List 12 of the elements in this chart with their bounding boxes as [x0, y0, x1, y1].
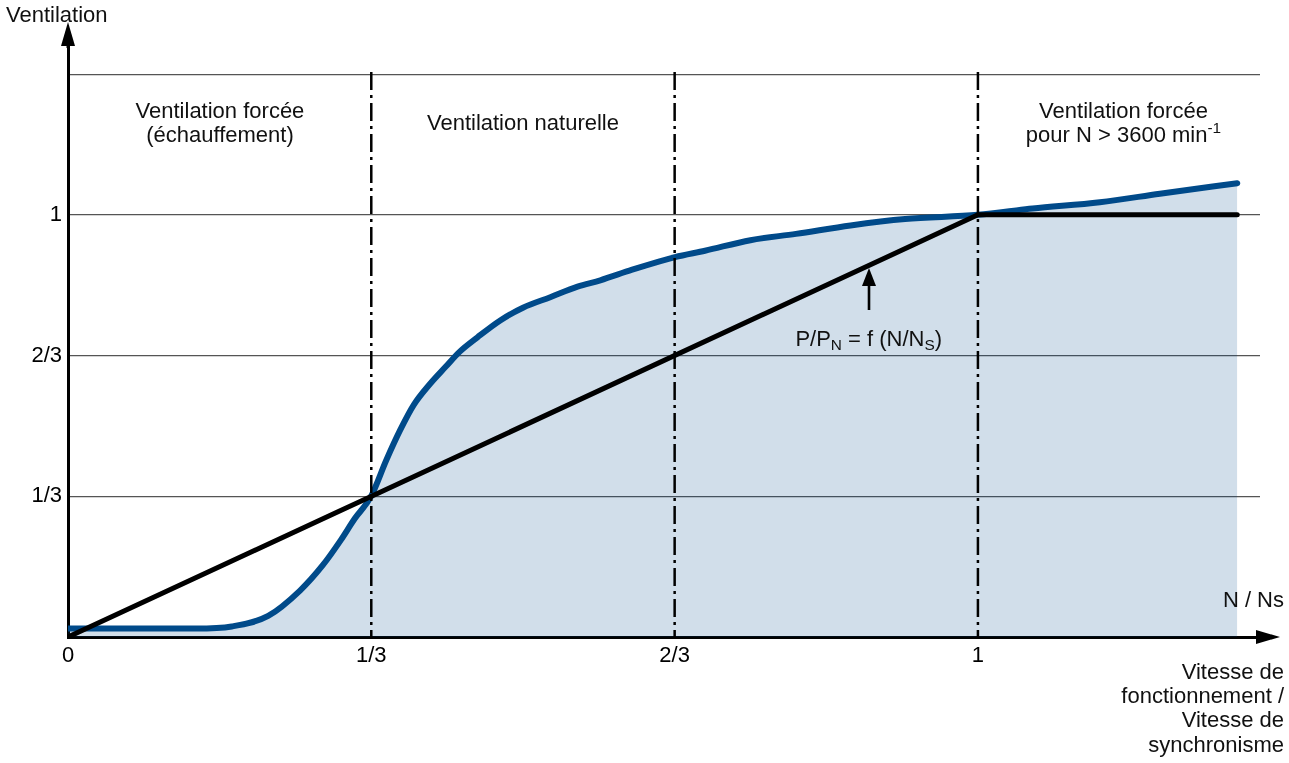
annotation: N / Ns — [1222, 587, 1285, 613]
x-tick-label: 0 — [61, 642, 75, 668]
x-tick-label: 1 — [971, 642, 985, 668]
y-tick-label: 1/3 — [31, 482, 62, 508]
y-tick-label: 2/3 — [31, 341, 62, 367]
y-tick-label: 1 — [49, 200, 62, 226]
x-axis-title: Vitesse de fonctionnement / Vitesse de synchronisme — [1121, 659, 1285, 757]
annotation: Ventilation forcée (échauffement) — [135, 97, 305, 147]
x-tick-label: 2/3 — [659, 642, 690, 668]
x-tick-label: 1/3 — [355, 642, 387, 668]
y-axis-title: Ventilation — [6, 2, 108, 27]
annotation: Ventilation naturelle — [426, 110, 619, 136]
